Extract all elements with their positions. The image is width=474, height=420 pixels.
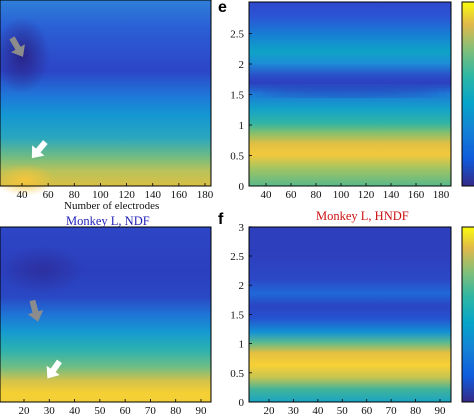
panel-bottom-left: 20 30 40 50 60 70 80 90 bbox=[0, 226, 212, 417]
x-tick-label: 60 bbox=[361, 405, 373, 417]
x-ticks-f: 20 30 40 50 60 70 80 90 bbox=[264, 399, 447, 417]
x-tick-label: 30 bbox=[288, 405, 300, 417]
x-tick-label: 50 bbox=[94, 405, 106, 417]
x-ticks-bottom-left: 20 30 40 50 60 70 80 90 bbox=[19, 399, 208, 417]
x-axis-label-top-left: Number of electrodes bbox=[64, 200, 159, 212]
title-f: Monkey L, HNDF bbox=[316, 209, 409, 223]
x-tick-label: 40 bbox=[69, 405, 81, 417]
x-tick-label: 30 bbox=[44, 405, 56, 417]
x-tick-label: 100 bbox=[333, 189, 350, 201]
y-tick-label: 0 bbox=[239, 181, 245, 193]
x-tick-label: 140 bbox=[144, 189, 161, 201]
y-tick-label: 1.5 bbox=[230, 90, 244, 102]
x-tick-label: 120 bbox=[358, 189, 375, 201]
x-tick-label: 60 bbox=[286, 189, 298, 201]
x-tick-label: 40 bbox=[261, 189, 273, 201]
white-arrow-bottom-left bbox=[46, 359, 62, 379]
white-arrow-top-left bbox=[31, 140, 48, 159]
x-tick-label: 80 bbox=[69, 189, 81, 201]
x-tick-label: 40 bbox=[17, 189, 29, 201]
x-ticks-e: 40 60 80 100 120 140 160 180 bbox=[261, 183, 450, 201]
x-tick-label: 70 bbox=[386, 405, 398, 417]
y-tick-label: 1.5 bbox=[230, 309, 244, 321]
x-tick-label: 80 bbox=[311, 189, 323, 201]
x-tick-label: 160 bbox=[408, 189, 425, 201]
y-tick-label: 0.5 bbox=[230, 368, 244, 380]
x-tick-label: 140 bbox=[383, 189, 400, 201]
dark-region-top-left bbox=[0, 17, 50, 93]
gray-arrow-top-left bbox=[9, 36, 25, 57]
title-top-left: Monkey L, NDF bbox=[66, 214, 150, 228]
x-ticks-top-left: 40 60 80 100 120 140 160 180 bbox=[17, 183, 214, 201]
y-tick-label: 2.5 bbox=[230, 29, 244, 41]
x-tick-label: 100 bbox=[92, 189, 109, 201]
x-tick-label: 70 bbox=[145, 405, 157, 417]
y-tick-label: 2 bbox=[239, 59, 245, 71]
x-tick-label: 80 bbox=[410, 405, 422, 417]
x-tick-label: 160 bbox=[171, 189, 188, 201]
panel-e: e 0 0.5 1 1.5 2 2.5 40 60 80 100 120 140 160 180 bbox=[218, 0, 452, 201]
panel-letter-f: f bbox=[218, 211, 224, 228]
y-tick-label: 3 bbox=[239, 222, 245, 234]
dark-band-e bbox=[260, 87, 440, 97]
panel-f: f Monkey L, HNDF 0 0.5 1 1.5 2 2.5 3 20 30 40 50 6… bbox=[218, 209, 452, 417]
panel-top-left: 40 60 80 100 120 140 160 180 Number of electrod… bbox=[0, 0, 214, 228]
y-tick-label: 1 bbox=[239, 339, 245, 351]
x-tick-label: 20 bbox=[19, 405, 31, 417]
heatmap-f bbox=[249, 227, 451, 402]
x-tick-label: 40 bbox=[312, 405, 324, 417]
y-tick-label: 1 bbox=[239, 120, 245, 132]
x-tick-label: 60 bbox=[120, 405, 132, 417]
y-ticks-e: 0 0.5 1 1.5 2 2.5 bbox=[230, 29, 252, 193]
dark-region-bottom-left bbox=[0, 246, 84, 294]
panel-letter-e: e bbox=[218, 0, 227, 16]
colorbar-f bbox=[461, 226, 474, 403]
x-tick-label: 180 bbox=[197, 189, 214, 201]
x-tick-label: 90 bbox=[196, 405, 208, 417]
y-ticks-f: 0 0.5 1 1.5 2 2.5 3 bbox=[230, 222, 252, 409]
y-tick-label: 2.5 bbox=[230, 251, 244, 263]
x-tick-label: 90 bbox=[435, 405, 447, 417]
x-tick-label: 50 bbox=[337, 405, 349, 417]
x-tick-label: 120 bbox=[118, 189, 135, 201]
y-tick-label: 2 bbox=[239, 280, 245, 292]
gray-arrow-bottom-left bbox=[27, 299, 44, 322]
x-tick-label: 80 bbox=[170, 405, 182, 417]
y-tick-label: 0 bbox=[239, 397, 245, 409]
x-tick-label: 20 bbox=[264, 405, 276, 417]
colorbar-e bbox=[461, 1, 474, 187]
hot-region-top-left bbox=[0, 164, 55, 196]
x-tick-label: 60 bbox=[43, 189, 55, 201]
x-tick-label: 180 bbox=[433, 189, 450, 201]
y-tick-label: 0.5 bbox=[230, 151, 244, 163]
